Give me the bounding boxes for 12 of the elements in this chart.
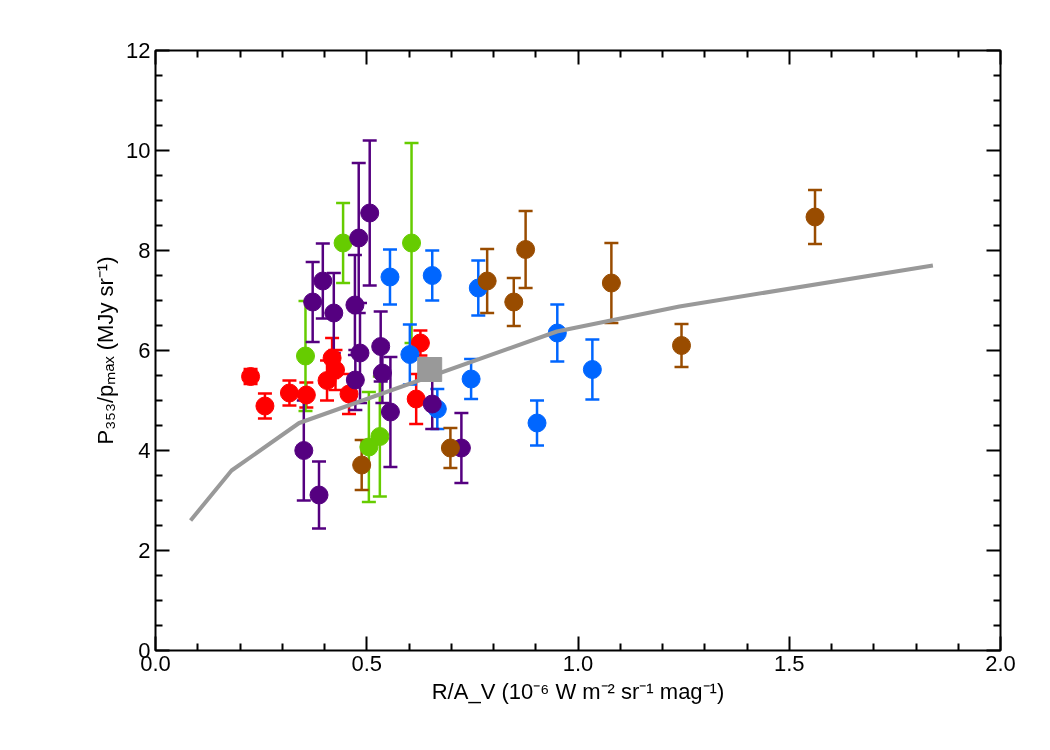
y-tick-label: 10 xyxy=(126,138,151,163)
y-tick-label: 8 xyxy=(138,238,151,263)
y-tick-label: 6 xyxy=(138,338,151,363)
y-tick-label: 2 xyxy=(138,538,151,563)
y-axis-title: P₃₅₃/pₘₐₓ (MJy sr⁻¹) xyxy=(93,256,119,445)
y-tick-label: 12 xyxy=(126,38,151,63)
x-tick-label: 0.5 xyxy=(351,650,383,676)
x-axis-title: R/A_V (10⁻⁶ W m⁻² sr⁻¹ mag⁻¹) xyxy=(431,678,725,704)
x-tick-label: 1.5 xyxy=(773,650,805,676)
x-tick-label: 2.0 xyxy=(985,650,1016,676)
y-tick-label: 4 xyxy=(138,438,151,463)
x-tick-label: 1.0 xyxy=(562,650,594,676)
